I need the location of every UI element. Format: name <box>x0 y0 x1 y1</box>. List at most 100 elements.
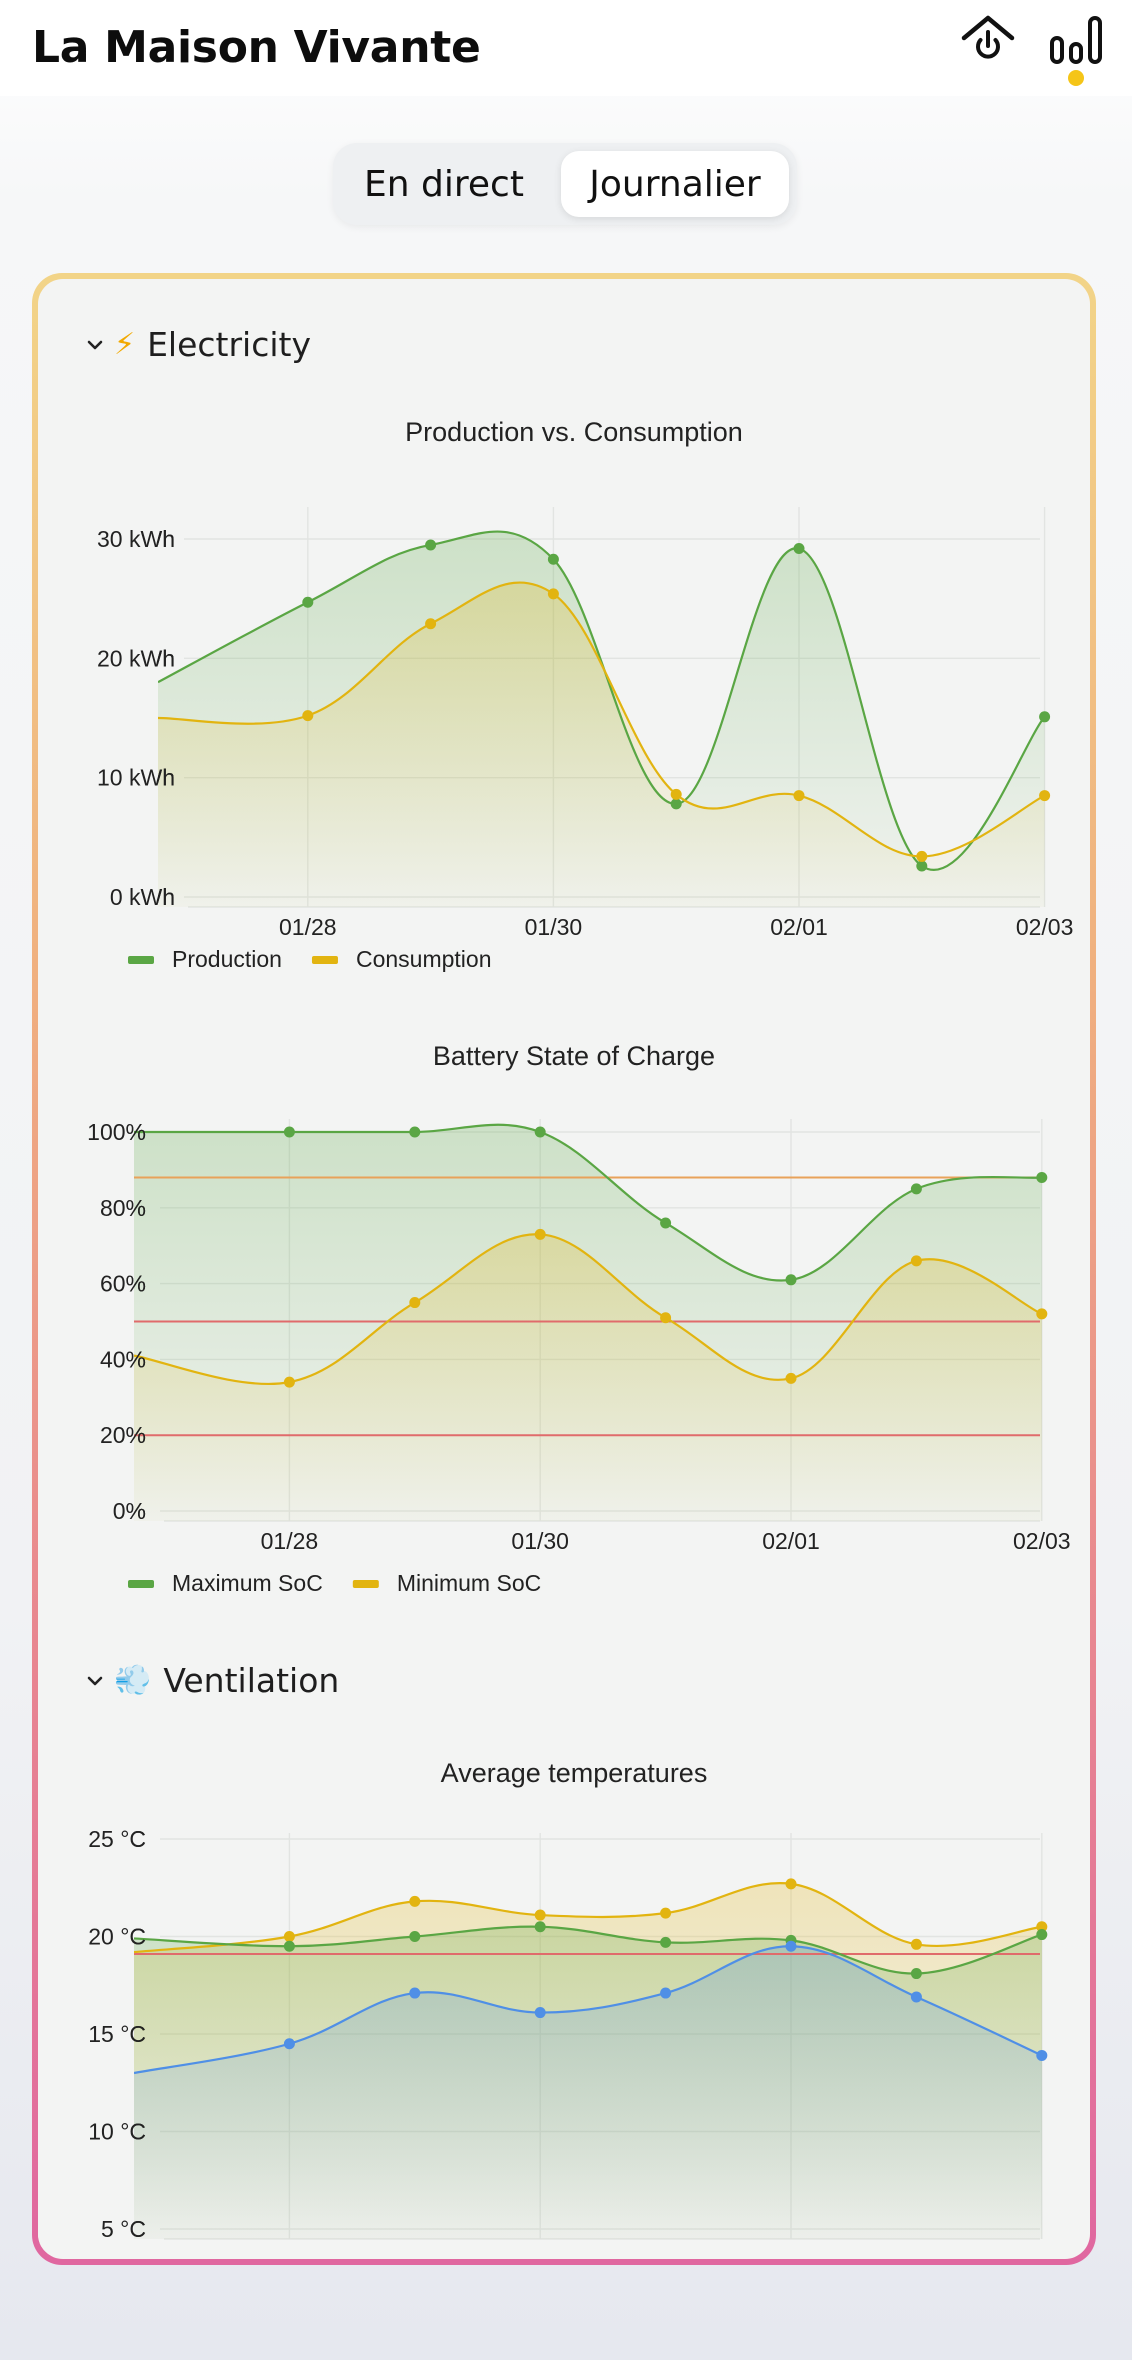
plot-mask <box>38 1823 134 2247</box>
app-header: La Maison Vivante <box>0 0 1132 96</box>
data-point <box>283 2038 295 2050</box>
data-point <box>283 1940 295 1952</box>
series-line-green <box>133 1925 1043 1975</box>
data-point <box>409 1987 421 1999</box>
legend-label: Consumption <box>356 946 492 972</box>
y-tick-label: 10 °C <box>88 2119 146 2145</box>
data-point <box>660 1907 672 1919</box>
data-point <box>409 1931 421 1942</box>
y-tick-label: 15 °C <box>88 2021 146 2047</box>
app-title: La Maison Vivante <box>32 22 481 73</box>
chart-title: Production vs. Consumption <box>405 417 743 447</box>
production-consumption-chart: Production vs. Consumption 0 kWh 10 kWh 20 … <box>38 417 1074 972</box>
series-line-minimum-soc <box>133 1233 1043 1385</box>
data-point <box>1036 1921 1048 1933</box>
data-point <box>1036 1929 1048 1941</box>
data-point <box>785 1878 797 1890</box>
data-point <box>534 1126 546 1138</box>
data-point <box>670 798 682 810</box>
data-point <box>660 1312 672 1324</box>
y-tick-label: 10 kWh <box>97 765 175 791</box>
y-tick-label: 30 kWh <box>97 526 175 552</box>
x-tick-label: 01/28 <box>261 1528 319 1554</box>
data-point <box>910 1938 922 1950</box>
x-tick-label: 02/01 <box>770 914 828 940</box>
data-point <box>660 1936 672 1948</box>
x-tick-label: 02/03 <box>1013 1528 1071 1554</box>
data-point <box>660 1217 672 1229</box>
y-tick-label: 20 °C <box>88 1924 146 1950</box>
legend-swatch <box>352 1580 379 1588</box>
data-point <box>534 1228 546 1240</box>
data-point <box>1036 1308 1048 1320</box>
series-line-yellow <box>133 1882 1042 1954</box>
y-tick-label: 25 °C <box>88 1826 146 1852</box>
series-area-blue <box>134 1946 1042 2239</box>
section-electricity-title: Electricity <box>147 325 311 364</box>
data-point <box>660 1987 672 1999</box>
data-point <box>283 1126 295 1138</box>
data-point <box>425 539 437 551</box>
data-point <box>409 1895 421 1907</box>
y-tick-label: 100% <box>87 1119 146 1145</box>
battery-soc-chart: Battery State of Charge 0% 20% 40% 60% 80% 100… <box>38 1041 1071 1596</box>
y-tick-label: 40% <box>100 1346 146 1372</box>
bar-chart-icon <box>1050 16 1102 64</box>
data-point <box>916 850 928 862</box>
data-point <box>302 710 314 722</box>
data-point <box>547 588 559 600</box>
wind-icon: 💨 <box>114 1663 152 1697</box>
section-electricity-header[interactable]: ⚡ Electricity <box>86 325 311 364</box>
data-point <box>409 1297 421 1309</box>
data-point <box>534 1921 546 1933</box>
data-point <box>534 1909 546 1921</box>
series-area-minimum-soc <box>134 1234 1042 1521</box>
data-point <box>670 788 682 800</box>
plot-mask <box>38 1109 134 1541</box>
data-point <box>534 2007 546 2019</box>
stats-button[interactable] <box>1046 12 1106 90</box>
y-tick-label: 20% <box>100 1422 146 1448</box>
data-point <box>283 1931 295 1942</box>
lightning-icon: ⚡ <box>114 327 136 361</box>
data-point <box>910 1183 922 1195</box>
notification-dot <box>1068 70 1084 86</box>
data-point <box>910 1968 922 1980</box>
data-point <box>1039 711 1051 723</box>
data-point <box>785 1372 797 1384</box>
x-tick-label: 01/30 <box>511 1528 569 1554</box>
x-tick-label: 02/03 <box>1016 914 1074 940</box>
section-ventilation-title: Ventilation <box>163 1661 340 1700</box>
x-tick-label: 01/30 <box>525 914 583 940</box>
data-point <box>425 618 437 630</box>
x-tick-label: 02/01 <box>762 1528 820 1554</box>
data-point <box>1036 1171 1048 1183</box>
tab-live[interactable]: En direct <box>364 163 524 205</box>
data-point <box>302 596 314 608</box>
legend-swatch <box>128 956 154 964</box>
series-line-blue <box>133 1945 1043 2075</box>
section-ventilation-header[interactable]: 💨 Ventilation <box>86 1661 339 1700</box>
home-power-icon <box>961 15 1015 59</box>
data-point <box>409 1126 421 1138</box>
data-point <box>547 553 559 565</box>
chart-title: Average temperatures <box>441 1758 708 1788</box>
data-point <box>785 1274 797 1286</box>
dashboard-card: ⚡ Electricity Production vs. Consumption… <box>32 273 1096 2265</box>
y-tick-label: 60% <box>100 1271 146 1297</box>
dashboard-card-body: ⚡ Electricity Production vs. Consumption… <box>38 279 1090 2259</box>
y-tick-label: 20 kWh <box>97 645 175 671</box>
data-point <box>1036 2049 1048 2061</box>
home-power-button[interactable] <box>956 12 1020 64</box>
series-line-production <box>157 530 1046 871</box>
series-line-consumption <box>157 581 1046 858</box>
plot-mask <box>38 497 158 927</box>
x-tick-label: 01/28 <box>279 914 337 940</box>
data-point <box>785 1940 797 1952</box>
view-mode-toggle: En direct Journalier <box>333 143 797 225</box>
tab-daily[interactable]: Journalier <box>561 151 789 217</box>
legend-swatch <box>128 1580 154 1588</box>
chevron-down-icon <box>87 1676 103 1685</box>
chart-title: Battery State of Charge <box>433 1041 715 1071</box>
data-point <box>1039 790 1051 802</box>
